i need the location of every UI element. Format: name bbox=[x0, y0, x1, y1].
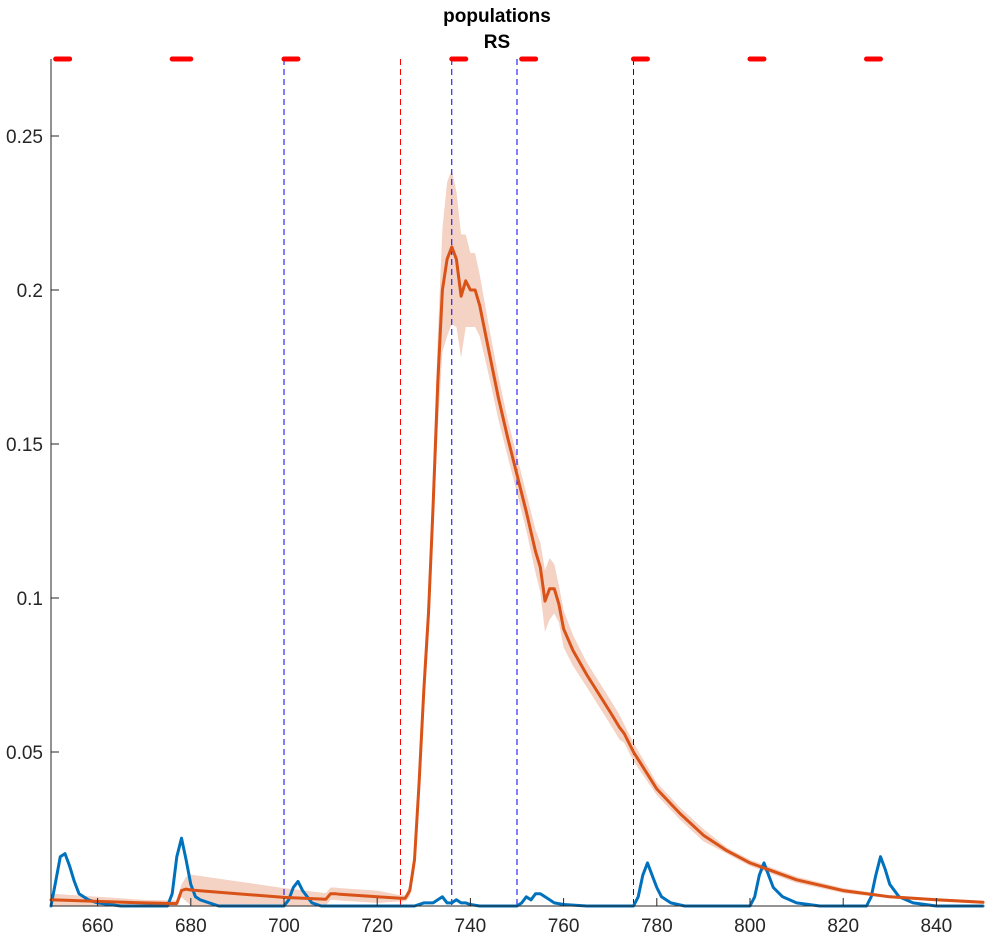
y-tick-label: 0.1 bbox=[17, 589, 43, 610]
x-tick-label: 780 bbox=[641, 916, 673, 937]
chart-subtitle: RS bbox=[484, 32, 510, 53]
chart-title-group: populations RS bbox=[443, 6, 551, 53]
series-layer bbox=[49, 245, 985, 908]
x-tick-label: 800 bbox=[734, 916, 766, 937]
x-tick-label: 700 bbox=[268, 916, 300, 937]
x-tick-label: 760 bbox=[548, 916, 580, 937]
x-tick-label: 740 bbox=[455, 916, 487, 937]
vertical-lines-layer bbox=[283, 59, 634, 906]
y-tick-label: 0.05 bbox=[6, 743, 43, 764]
y-tick-label: 0.15 bbox=[6, 435, 43, 456]
x-tick-label: 720 bbox=[361, 916, 393, 937]
axes: 660 680 700 720 740 760 780 800 820 840 0.05 0.1 0.1… bbox=[6, 59, 983, 937]
y-tick-label: 0.25 bbox=[6, 127, 43, 148]
y-tick-label: 0.2 bbox=[17, 281, 43, 302]
x-tick-label: 680 bbox=[175, 916, 207, 937]
chart-title: populations bbox=[443, 6, 551, 27]
x-tick-label: 840 bbox=[921, 916, 953, 937]
x-tick-label: 820 bbox=[827, 916, 859, 937]
series-line-orange bbox=[49, 245, 985, 905]
x-tick-label: 660 bbox=[82, 916, 114, 937]
